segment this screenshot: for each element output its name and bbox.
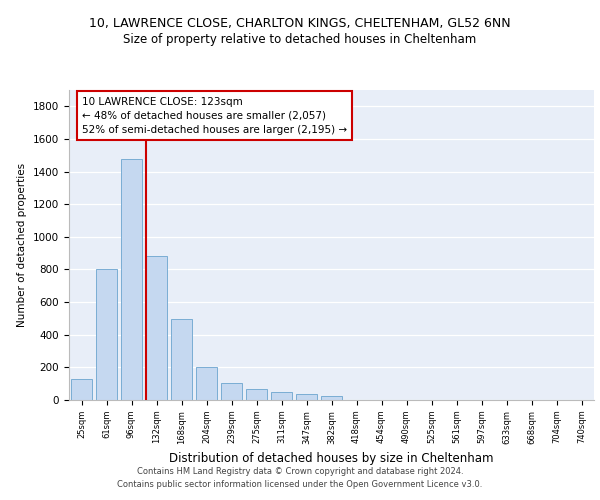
Bar	[121, 158, 142, 400]
Text: Size of property relative to detached houses in Cheltenham: Size of property relative to detached ho…	[124, 32, 476, 46]
Bar	[246, 390, 267, 400]
Text: Contains public sector information licensed under the Open Government Licence v3: Contains public sector information licen…	[118, 480, 482, 489]
X-axis label: Distribution of detached houses by size in Cheltenham: Distribution of detached houses by size …	[169, 452, 494, 465]
Bar	[296, 394, 317, 400]
Bar	[146, 256, 167, 400]
Bar	[96, 270, 117, 400]
Bar	[71, 379, 92, 400]
Bar	[221, 383, 242, 400]
Bar	[271, 392, 292, 400]
Bar	[196, 366, 217, 400]
Y-axis label: Number of detached properties: Number of detached properties	[17, 163, 28, 327]
Text: 10 LAWRENCE CLOSE: 123sqm
← 48% of detached houses are smaller (2,057)
52% of se: 10 LAWRENCE CLOSE: 123sqm ← 48% of detac…	[82, 96, 347, 134]
Text: 10, LAWRENCE CLOSE, CHARLTON KINGS, CHELTENHAM, GL52 6NN: 10, LAWRENCE CLOSE, CHARLTON KINGS, CHEL…	[89, 18, 511, 30]
Bar	[321, 396, 342, 400]
Text: Contains HM Land Registry data © Crown copyright and database right 2024.: Contains HM Land Registry data © Crown c…	[137, 467, 463, 476]
Bar	[171, 319, 192, 400]
